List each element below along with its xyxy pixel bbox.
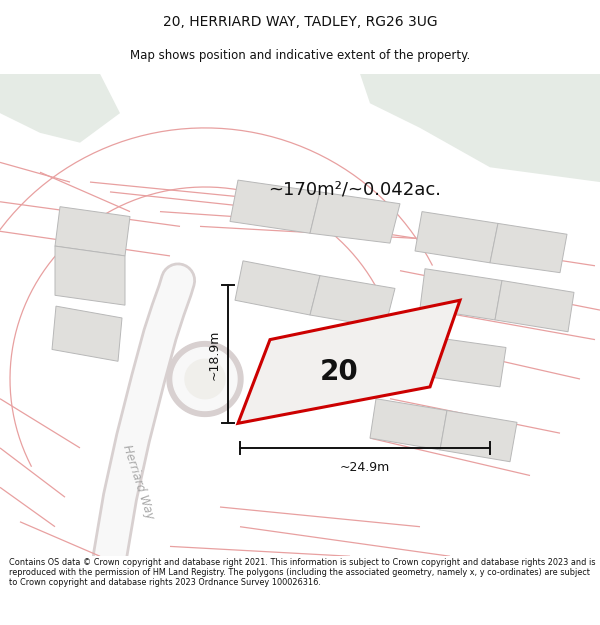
Polygon shape [238, 300, 460, 423]
Polygon shape [173, 348, 237, 411]
Polygon shape [490, 223, 567, 272]
Text: 20, HERRIARD WAY, TADLEY, RG26 3UG: 20, HERRIARD WAY, TADLEY, RG26 3UG [163, 15, 437, 29]
Text: Herriard Way: Herriard Way [120, 443, 156, 521]
Text: Map shows position and indicative extent of the property.: Map shows position and indicative extent… [130, 49, 470, 62]
Polygon shape [55, 246, 125, 305]
Text: ~170m²/~0.042ac.: ~170m²/~0.042ac. [269, 181, 442, 199]
Polygon shape [167, 342, 243, 416]
Polygon shape [370, 399, 447, 450]
Polygon shape [55, 207, 130, 256]
Polygon shape [185, 359, 225, 399]
Text: ~18.9m: ~18.9m [208, 329, 221, 379]
Polygon shape [440, 411, 517, 462]
Polygon shape [0, 74, 120, 142]
Text: 20: 20 [320, 358, 359, 386]
Polygon shape [230, 180, 320, 233]
Polygon shape [420, 269, 502, 320]
Text: Contains OS data © Crown copyright and database right 2021. This information is : Contains OS data © Crown copyright and d… [9, 558, 595, 588]
Polygon shape [310, 192, 400, 243]
Polygon shape [495, 281, 574, 332]
Polygon shape [235, 261, 320, 315]
Polygon shape [415, 212, 498, 262]
Polygon shape [310, 276, 395, 328]
Polygon shape [430, 338, 506, 387]
Polygon shape [52, 306, 122, 361]
Polygon shape [360, 74, 600, 182]
Text: ~24.9m: ~24.9m [340, 461, 390, 474]
